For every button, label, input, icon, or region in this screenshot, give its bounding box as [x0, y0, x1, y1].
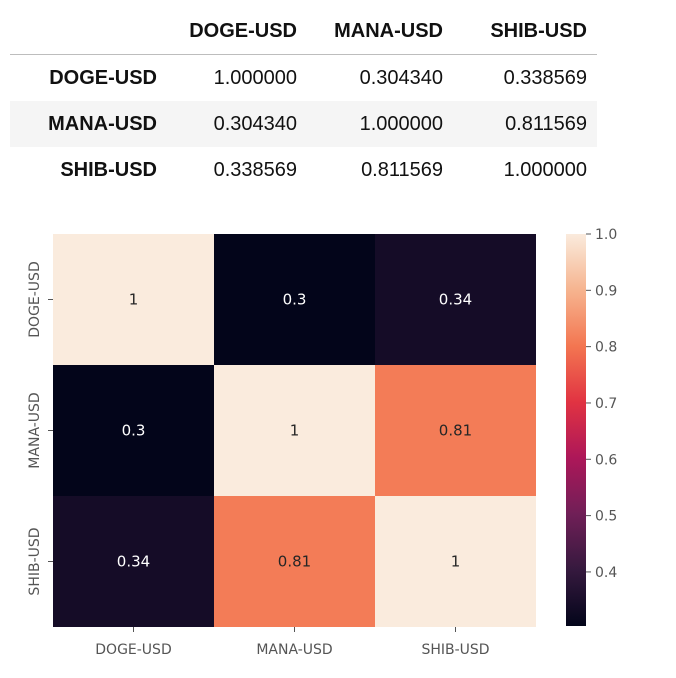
table-row: SHIB-USD 0.338569 0.811569 1.000000	[10, 147, 597, 193]
column-header: DOGE-USD	[167, 8, 307, 55]
table-row: DOGE-USD 1.000000 0.304340 0.338569	[10, 55, 597, 102]
row-header: SHIB-USD	[60, 158, 157, 181]
cell-annotation: 1	[290, 422, 300, 440]
heatmap-cell	[214, 365, 375, 496]
colorbar-tick-label: 0.7	[595, 396, 617, 412]
heatmap-cell	[375, 496, 536, 627]
colorbar-tick-label: 0.5	[595, 509, 617, 525]
colorbar-tick-label: 0.6	[595, 452, 617, 468]
table-cell: 0.338569	[213, 158, 297, 181]
y-tick-label: SHIB-USD	[27, 527, 43, 595]
table-cell: 0.811569	[505, 112, 587, 135]
cell-annotation: 0.3	[283, 291, 307, 309]
cell-annotation: 1	[129, 291, 139, 309]
y-tick-label: MANA-USD	[27, 392, 43, 468]
y-tick-label: DOGE-USD	[27, 261, 43, 337]
table-header-row: DOGE-USD MANA-USD SHIB-USD	[10, 8, 597, 55]
row-header: DOGE-USD	[49, 66, 157, 89]
heatmap-cell	[375, 365, 536, 496]
table-row: MANA-USD 0.304340 1.000000 0.811569	[10, 101, 597, 147]
cell-annotation: 0.3	[122, 422, 146, 440]
cell-annotation: 1	[451, 553, 461, 571]
colorbar-tick-label: 0.8	[595, 340, 617, 356]
heatmap-cell	[214, 496, 375, 627]
table-cell: 1.000000	[503, 158, 587, 181]
table-cell: 1.000000	[213, 66, 297, 89]
colorbar	[566, 234, 586, 626]
table-cell: 0.304340	[213, 112, 297, 135]
heatmap-cell	[375, 234, 536, 365]
correlation-table: DOGE-USD MANA-USD SHIB-USD DOGE-USD 1.00…	[10, 8, 597, 193]
row-header: MANA-USD	[48, 112, 157, 135]
cell-annotation: 0.34	[117, 553, 150, 571]
column-header: MANA-USD	[307, 8, 453, 55]
heatmap-cell	[53, 234, 214, 365]
cell-annotation: 0.34	[439, 291, 472, 309]
cell-annotation: 0.81	[278, 553, 311, 571]
table-cell: 0.811569	[361, 158, 443, 181]
colorbar-tick-label: 0.9	[595, 283, 617, 299]
x-tick-label: MANA-USD	[256, 642, 332, 658]
colorbar-tick-label: 0.4	[595, 565, 617, 581]
table-cell: 0.338569	[503, 66, 587, 89]
table-cell: 0.304340	[359, 66, 443, 89]
heatmap-cell	[53, 496, 214, 627]
heatmap-cell	[53, 365, 214, 496]
x-tick-label: DOGE-USD	[95, 642, 171, 658]
table-cell: 1.000000	[359, 112, 443, 135]
table-corner-cell	[10, 8, 167, 55]
cell-annotation: 0.81	[439, 422, 472, 440]
colorbar-tick-label: 1.0	[595, 227, 617, 243]
column-header: SHIB-USD	[453, 8, 597, 55]
x-tick-label: SHIB-USD	[421, 642, 489, 658]
heatmap-cell	[214, 234, 375, 365]
